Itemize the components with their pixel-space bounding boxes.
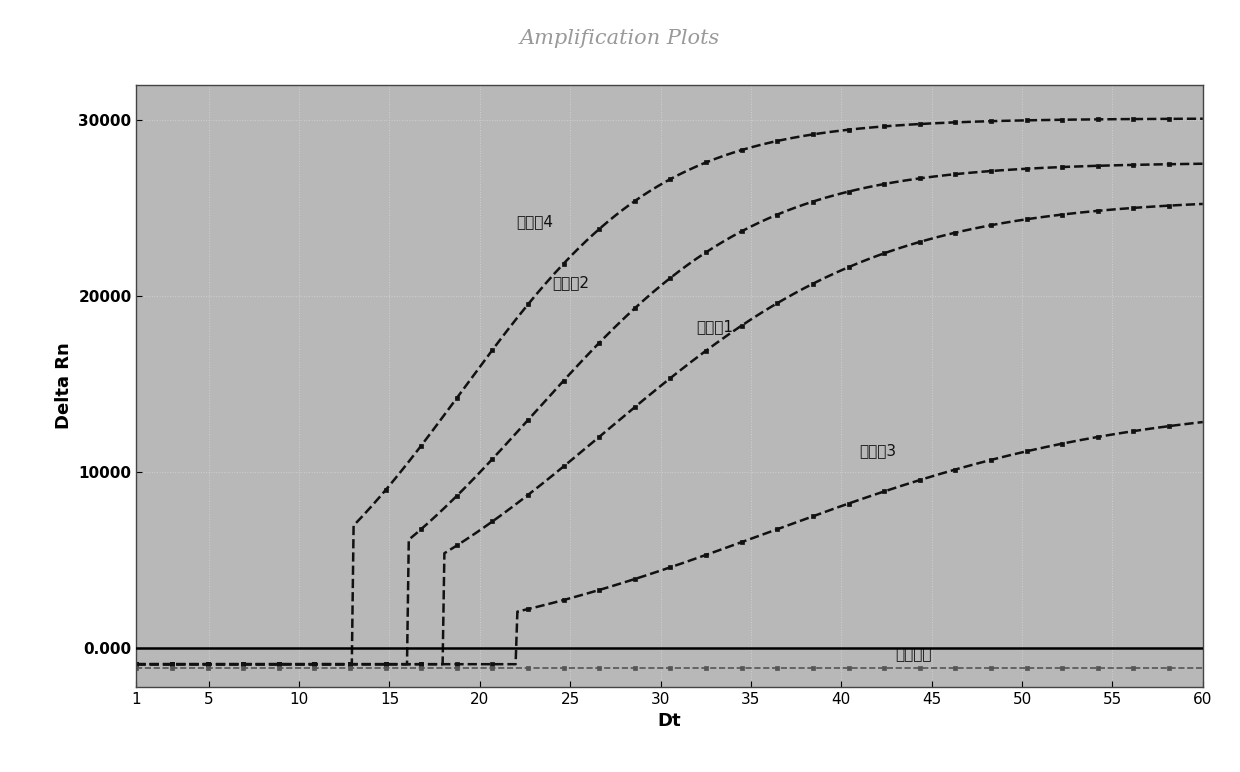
Y-axis label: Delta Rn: Delta Rn [55,343,73,429]
Text: 实验组2: 实验组2 [552,276,589,290]
Text: Amplification Plots: Amplification Plots [520,29,720,48]
Text: 阴性对照: 阴性对照 [895,647,932,662]
Text: 实验组1: 实验组1 [697,320,734,334]
Text: 实验组4: 实验组4 [516,214,553,229]
X-axis label: Dt: Dt [657,713,682,730]
Text: 实验组3: 实验组3 [859,442,897,458]
